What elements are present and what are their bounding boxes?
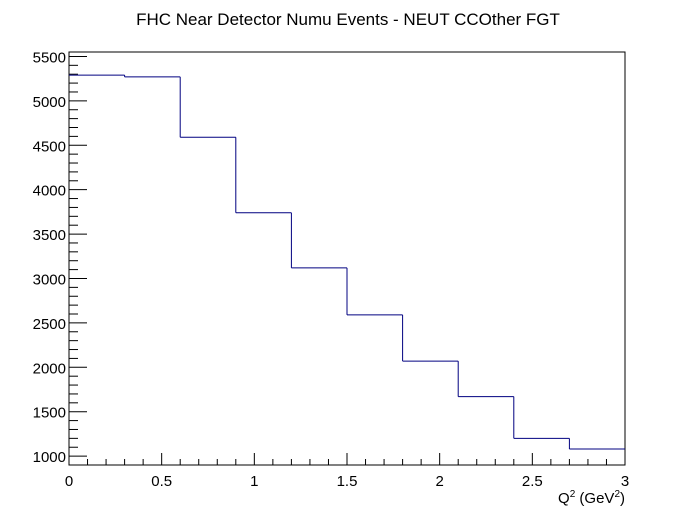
x-tick-label: 2.5 [522, 473, 543, 490]
y-tick-label: 1000 [33, 449, 66, 466]
x-tick-label: 2 [435, 473, 443, 490]
y-tick-label: 5500 [33, 49, 66, 66]
x-tick-label: 3 [621, 473, 629, 490]
y-tick-label: 5000 [33, 94, 66, 111]
y-tick-label: 4500 [33, 138, 66, 155]
plot-frame [68, 51, 626, 466]
x-axis-label: Q2 (GeV2) [558, 489, 625, 507]
y-tick-label: 2500 [33, 316, 66, 333]
y-tick-label: 4000 [33, 183, 66, 200]
y-tick-label: 3000 [33, 271, 66, 288]
y-tick-label: 3500 [33, 227, 66, 244]
y-axis: 1000 1500 2000 2500 3000 3500 4000 4500 5000 5500 [33, 49, 87, 466]
x-tick-label: 1 [250, 473, 258, 490]
chart-title: FHC Near Detector Numu Events - NEUT CCO… [136, 10, 560, 29]
y-tick-label: 2000 [33, 360, 66, 377]
y-tick-label: 1500 [33, 405, 66, 422]
x-tick-label: 0.5 [151, 473, 172, 490]
histogram-series [69, 74, 625, 450]
x-tick-label: 0 [65, 473, 73, 490]
x-tick-label: 1.5 [337, 473, 358, 490]
x-axis: 0 0.5 1 1.5 2 2.5 3 [65, 453, 629, 490]
